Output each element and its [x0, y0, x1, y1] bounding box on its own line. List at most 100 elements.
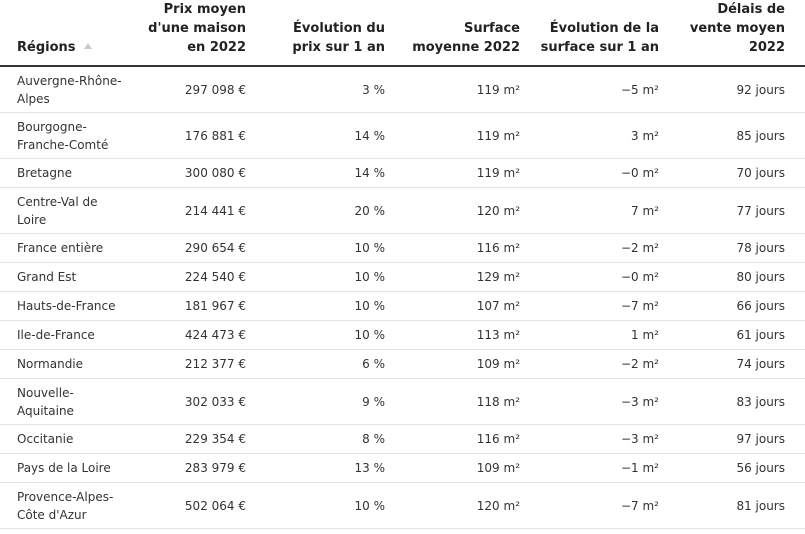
cell-region-line: Aquitaine	[17, 403, 74, 418]
cell-sale-delay: 97 jours	[669, 424, 805, 454]
cell-price-evolution: 6 %	[256, 349, 395, 379]
column-header-price-line: Prix moyen	[163, 2, 246, 17]
cell-region-line: Pays de la Loire	[17, 461, 111, 475]
column-header-surface-line: Surface	[464, 21, 520, 36]
table-row: Centre-Val de Loire 214 441 €20 % 120 m² 7 m…	[0, 187, 805, 234]
table-body: Auvergne-Rhône- Alpes 297 098 €3 % 119 m² −5…	[0, 66, 805, 529]
cell-price: 224 540 €	[130, 262, 256, 292]
cell-price: 290 654 €	[130, 233, 256, 263]
column-header-surface[interactable]: Surface moyenne 2022	[395, 0, 530, 67]
cell-sale-delay: 77 jours	[669, 187, 805, 234]
cell-surface-evolution: −2 m²	[530, 233, 669, 263]
column-header-surface-evolution[interactable]: Évolution de la surface sur 1 an	[530, 0, 669, 67]
table-row: Nouvelle- Aquitaine 302 033 €9 % 118 m² −3 m…	[0, 378, 805, 425]
table-row: Auvergne-Rhône- Alpes 297 098 €3 % 119 m² −5…	[0, 66, 805, 113]
column-header-surface-evolution-line: Évolution de la	[549, 21, 659, 36]
header-row: Régions Prix moyen d'une maison en 2022 Év…	[0, 0, 805, 67]
cell-surface: 109 m²	[395, 453, 530, 483]
cell-surface: 119 m²	[395, 158, 530, 188]
table-row: Bourgogne- Franche-Comté 176 881 €14 % 119 …	[0, 112, 805, 159]
column-header-surface-line: moyenne 2022	[412, 40, 520, 55]
cell-surface: 119 m²	[395, 112, 530, 159]
cell-region-line: Occitanie	[17, 432, 74, 446]
cell-surface-evolution: −5 m²	[530, 66, 669, 113]
cell-price-evolution: 3 %	[256, 66, 395, 113]
table-row: Occitanie 229 354 €8 % 116 m² −3 m² 97 jours	[0, 424, 805, 454]
cell-sale-delay: 74 jours	[669, 349, 805, 379]
cell-surface-evolution: −7 m²	[530, 291, 669, 321]
cell-region-line: Côte d'Azur	[17, 507, 87, 522]
cell-region: Bretagne	[0, 158, 130, 188]
cell-region-line: Nouvelle-	[17, 385, 74, 400]
cell-region-line: France entière	[17, 241, 104, 255]
cell-price: 176 881 €	[130, 112, 256, 159]
cell-surface-evolution: −0 m²	[530, 158, 669, 188]
cell-sale-delay: 92 jours	[669, 66, 805, 113]
cell-region-line: Alpes	[17, 91, 50, 106]
sort-ascending-icon[interactable]	[83, 43, 92, 49]
cell-sale-delay: 80 jours	[669, 262, 805, 292]
cell-sale-delay: 61 jours	[669, 320, 805, 350]
cell-surface: 119 m²	[395, 66, 530, 113]
table-row: France entière 290 654 €10 % 116 m² −2 m² 78…	[0, 233, 805, 263]
cell-region: France entière	[0, 233, 130, 263]
cell-price-evolution: 10 %	[256, 482, 395, 529]
cell-price: 212 377 €	[130, 349, 256, 379]
column-header-price-evolution[interactable]: Évolution du prix sur 1 an	[256, 0, 395, 67]
cell-region-line: Bretagne	[17, 166, 72, 180]
cell-region: Bourgogne- Franche-Comté	[0, 112, 130, 159]
cell-surface-evolution: −2 m²	[530, 349, 669, 379]
cell-surface-evolution: 7 m²	[530, 187, 669, 234]
cell-price-evolution: 10 %	[256, 291, 395, 321]
cell-region: Occitanie	[0, 424, 130, 454]
table-row: Provence-Alpes- Côte d'Azur 502 064 €10 % 1…	[0, 482, 805, 529]
cell-surface: 109 m²	[395, 349, 530, 379]
column-header-price[interactable]: Prix moyen d'une maison en 2022	[130, 0, 256, 67]
cell-price-evolution: 14 %	[256, 158, 395, 188]
cell-sale-delay: 70 jours	[669, 158, 805, 188]
table-row: Ile-de-France 424 473 €10 % 113 m² 1 m² 61 j…	[0, 320, 805, 350]
cell-region: Pays de la Loire	[0, 453, 130, 483]
column-header-price-evolution-line: prix sur 1 an	[292, 40, 385, 55]
cell-region: Hauts-de-France	[0, 291, 130, 321]
table-row: Bretagne 300 080 €14 % 119 m² −0 m² 70 jours	[0, 158, 805, 188]
cell-surface-evolution: −0 m²	[530, 262, 669, 292]
cell-surface-evolution: −1 m²	[530, 453, 669, 483]
cell-surface: 120 m²	[395, 482, 530, 529]
column-header-sale-delay-line: vente moyen	[689, 21, 785, 36]
cell-sale-delay: 85 jours	[669, 112, 805, 159]
column-header-region[interactable]: Régions	[0, 0, 130, 67]
column-header-surface-evolution-line: surface sur 1 an	[540, 40, 659, 55]
cell-price: 297 098 €	[130, 66, 256, 113]
cell-region-line: Provence-Alpes-	[17, 489, 114, 504]
cell-region: Provence-Alpes- Côte d'Azur	[0, 482, 130, 529]
cell-region-line: Ile-de-France	[17, 328, 95, 342]
cell-region-line: Loire	[17, 212, 47, 227]
cell-surface-evolution: −7 m²	[530, 482, 669, 529]
cell-region-line: Franche-Comté	[17, 137, 109, 152]
cell-surface: 116 m²	[395, 424, 530, 454]
cell-region-line: Auvergne-Rhône-	[17, 73, 122, 88]
cell-price-evolution: 10 %	[256, 233, 395, 263]
cell-sale-delay: 78 jours	[669, 233, 805, 263]
cell-price-evolution: 13 %	[256, 453, 395, 483]
column-header-sale-delay[interactable]: Délais de vente moyen 2022	[669, 0, 805, 67]
cell-region: Auvergne-Rhône- Alpes	[0, 66, 130, 113]
cell-sale-delay: 81 jours	[669, 482, 805, 529]
cell-sale-delay: 56 jours	[669, 453, 805, 483]
cell-surface: 120 m²	[395, 187, 530, 234]
cell-price-evolution: 9 %	[256, 378, 395, 425]
cell-surface: 107 m²	[395, 291, 530, 321]
column-header-price-line: en 2022	[187, 40, 246, 55]
cell-surface: 118 m²	[395, 378, 530, 425]
cell-sale-delay: 83 jours	[669, 378, 805, 425]
cell-region: Ile-de-France	[0, 320, 130, 350]
table-row: Hauts-de-France 181 967 €10 % 107 m² −7 m² 6…	[0, 291, 805, 321]
table-row: Normandie 212 377 €6 % 109 m² −2 m² 74 jours	[0, 349, 805, 379]
cell-surface-evolution: 3 m²	[530, 112, 669, 159]
cell-surface: 129 m²	[395, 262, 530, 292]
table-row: Pays de la Loire 283 979 €13 % 109 m² −1 m²…	[0, 453, 805, 483]
cell-price: 300 080 €	[130, 158, 256, 188]
cell-region: Centre-Val de Loire	[0, 187, 130, 234]
